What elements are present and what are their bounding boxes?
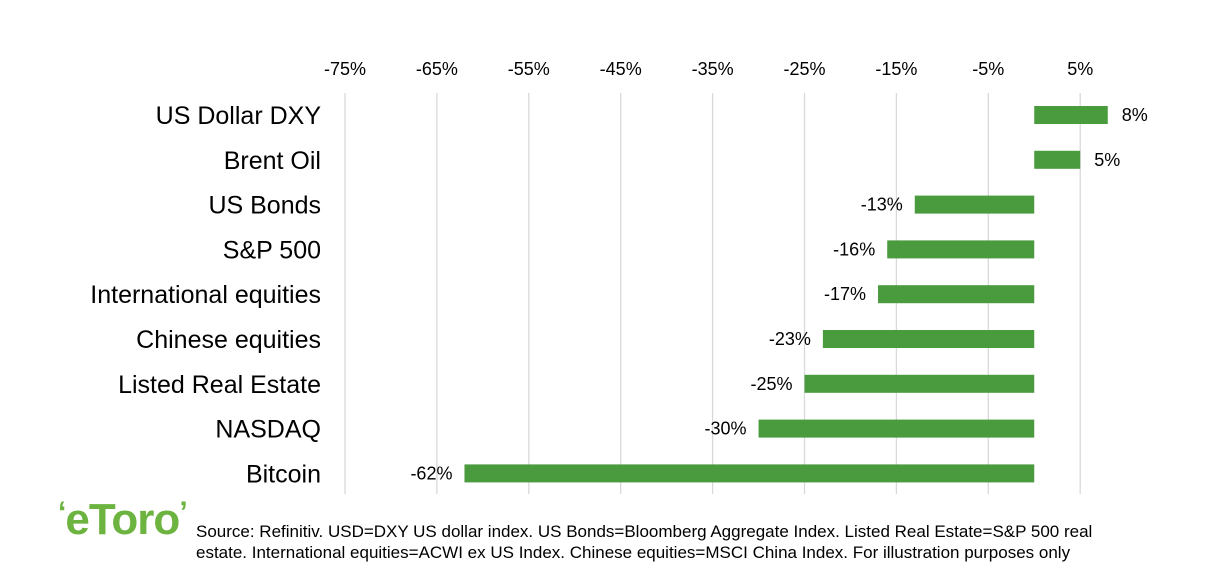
data-label: -16% (833, 239, 875, 259)
x-tick-label: -65% (416, 59, 458, 79)
bar (804, 374, 1035, 393)
data-label: -13% (861, 195, 903, 215)
bar (887, 240, 1035, 259)
data-labels: 8% 5% -13% -16% -17% -23% -25% -30% -62% (410, 105, 1147, 483)
category-label: Brent Oil (224, 147, 321, 175)
x-tick-label: -45% (600, 59, 642, 79)
data-label: -23% (769, 329, 811, 349)
source-line-1: Source: Refinitiv. USD=DXY US dollar ind… (196, 522, 1093, 541)
x-tick-label: 5% (1067, 59, 1093, 79)
gridlines (344, 93, 1081, 494)
bar (878, 285, 1035, 304)
bar (464, 464, 1035, 483)
x-tick-label: -15% (875, 59, 917, 79)
data-label: -17% (824, 284, 866, 304)
bar (1034, 150, 1081, 169)
x-tick-label: -5% (972, 59, 1004, 79)
category-label: NASDAQ (215, 416, 321, 444)
bar (1034, 106, 1108, 124)
category-label: US Dollar DXY (156, 102, 322, 130)
category-label: US Bonds (208, 192, 321, 220)
x-tick-label: -75% (324, 59, 366, 79)
bars (464, 106, 1108, 483)
bar (914, 195, 1035, 214)
data-label: -62% (410, 463, 452, 483)
bar (822, 330, 1035, 348)
x-tick-label: -55% (508, 59, 550, 79)
x-axis-ticks: -75% -65% -55% -45% -35% -25% -15% -5% 5% (324, 59, 1093, 79)
category-label: Listed Real Estate (118, 371, 321, 399)
x-tick-label: -35% (692, 59, 734, 79)
bar-chart: -75% -65% -55% -45% -35% -25% -15% -5% 5% 8% 5% -1… (90, 59, 1148, 494)
category-label: International equities (90, 281, 321, 309)
category-label: S&P 500 (223, 236, 321, 264)
source-note: Source: Refinitiv. USD=DXY US dollar ind… (196, 521, 1196, 563)
data-label: -30% (705, 419, 747, 439)
data-label: 5% (1094, 150, 1120, 170)
source-line-2: estate. International equities=ACWI ex U… (196, 543, 1071, 562)
data-label: 8% (1122, 105, 1148, 125)
bar (758, 419, 1035, 438)
data-label: -25% (750, 374, 792, 394)
etoro-logo: ‘eToro’ (58, 495, 188, 544)
x-tick-label: -25% (783, 59, 825, 79)
category-label: Chinese equities (136, 326, 321, 354)
category-label: Bitcoin (246, 460, 321, 488)
category-labels: US Dollar DXY Brent Oil US Bonds S&P 500 Int… (90, 102, 321, 488)
logo-text: eToro (65, 495, 180, 544)
